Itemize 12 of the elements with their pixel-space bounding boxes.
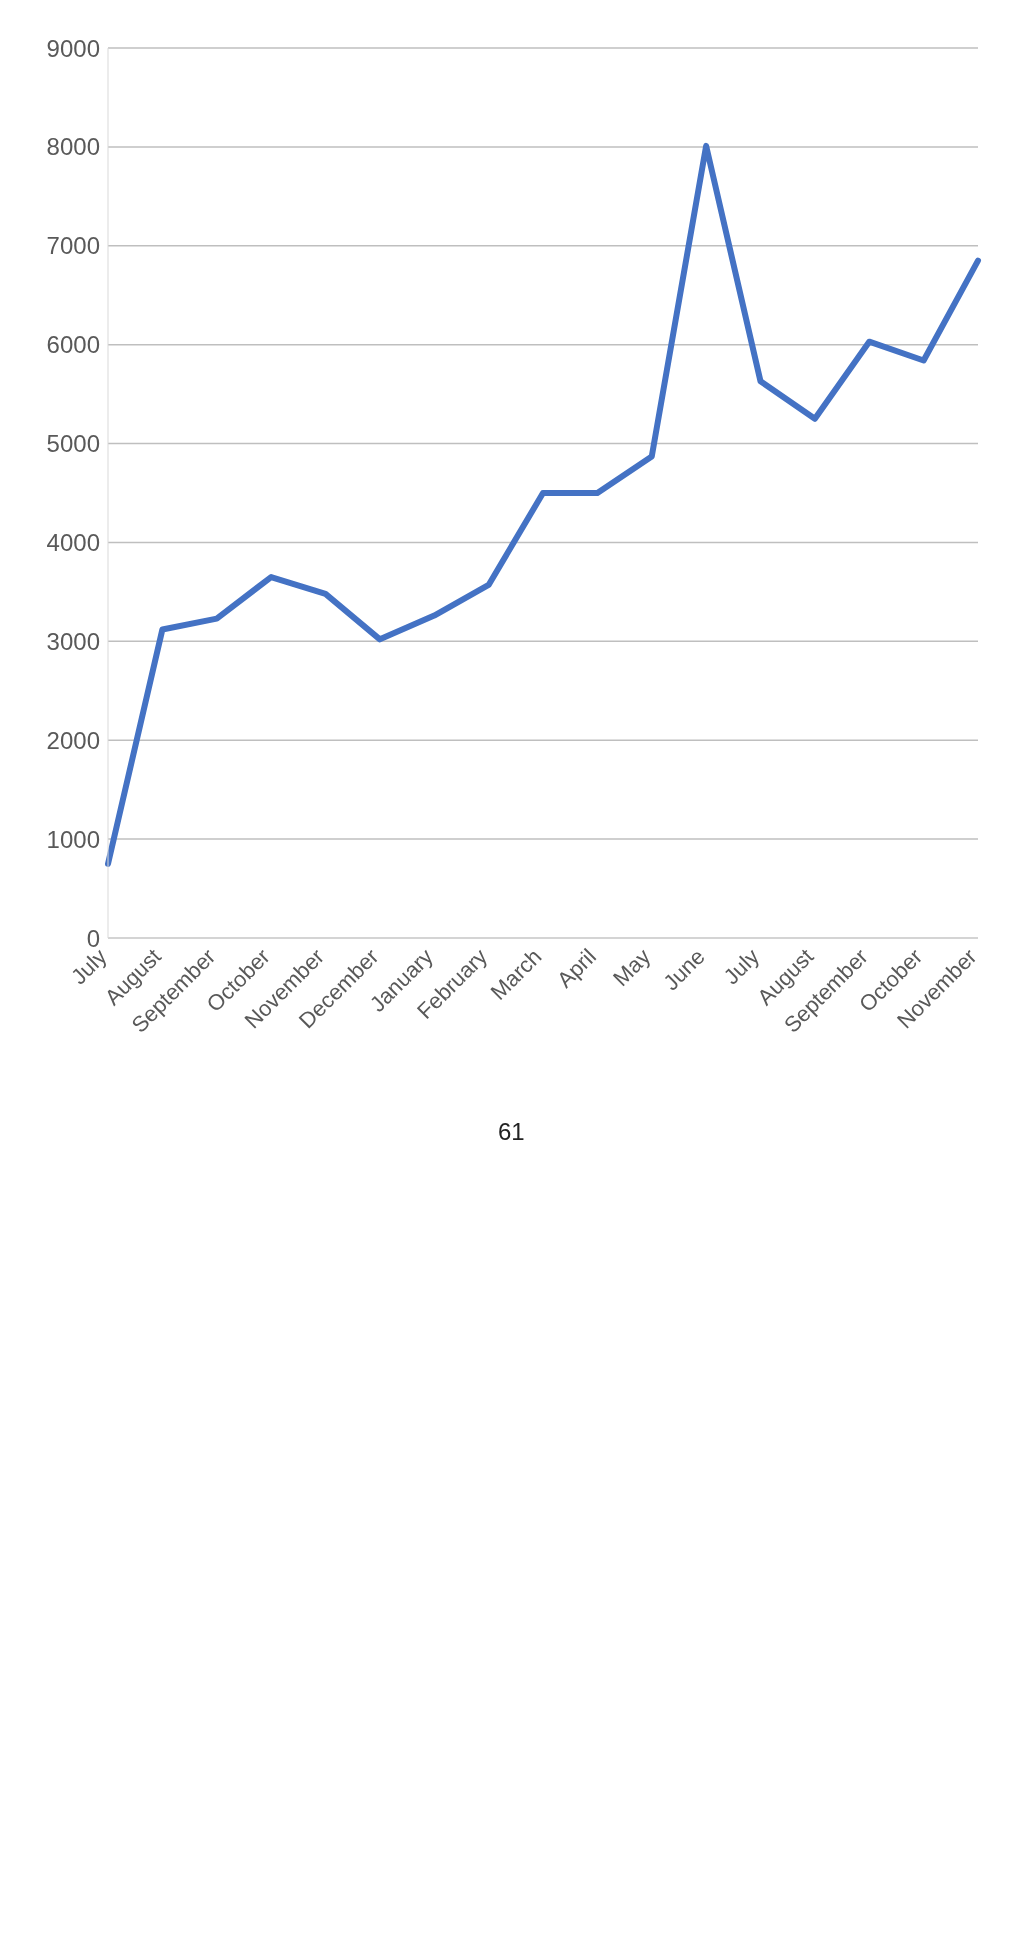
y-tick-label: 8000 [46, 133, 100, 161]
y-tick-label: 6000 [46, 331, 100, 359]
y-tick-label: 3000 [46, 627, 100, 655]
y-tick-label: 7000 [46, 232, 100, 260]
x-tick-label: July [718, 943, 765, 990]
y-tick-label: 5000 [46, 430, 100, 458]
text: 61 [498, 1118, 525, 1146]
y-tick-label: 4000 [46, 528, 100, 556]
y-tick-label: 9000 [46, 34, 100, 62]
x-tick-label: May [608, 943, 656, 991]
y-tick-label: 2000 [46, 726, 100, 754]
y-tick-label: 1000 [46, 825, 100, 853]
